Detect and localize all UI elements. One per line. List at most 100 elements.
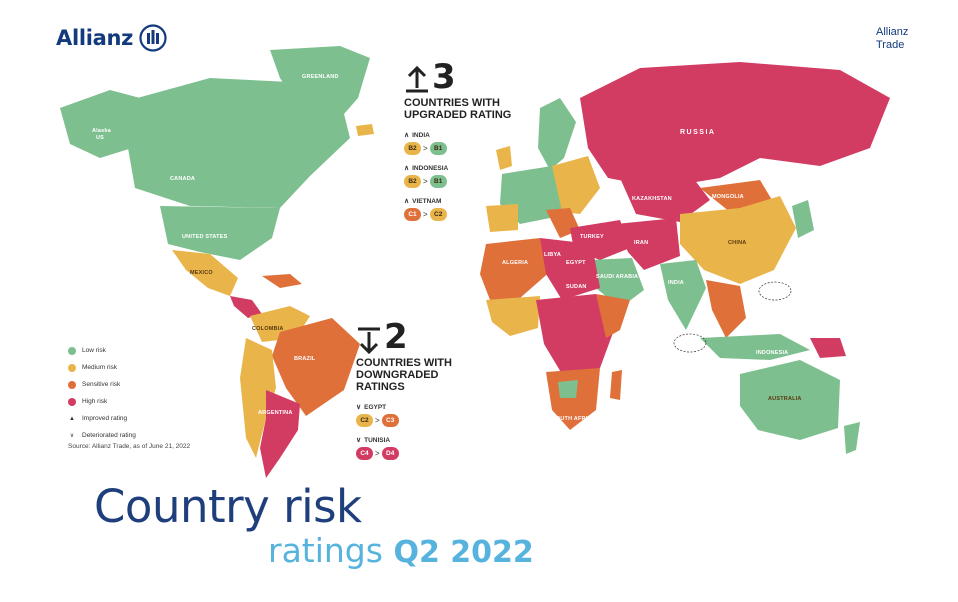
region-new-zealand xyxy=(844,422,860,454)
region-botswana xyxy=(558,380,578,398)
legend: Low risk Medium risk Sensitive risk High ri… xyxy=(68,342,136,444)
label-canada: CANADA xyxy=(170,176,195,182)
label-sudan: SUDAN xyxy=(566,284,587,290)
region-central-america xyxy=(230,296,262,318)
allianz-trade-label: Allianz Trade xyxy=(876,26,908,52)
rating-from-pill: C4 xyxy=(356,447,373,460)
region-argentina xyxy=(260,390,300,478)
rating-pair: C2 > C3 xyxy=(356,414,466,427)
world-risk-map: GREENLAND Alaska US CANADA UNITED STATES… xyxy=(60,46,890,478)
region-scandinavia xyxy=(538,98,576,170)
rating-arrow-icon: > xyxy=(375,449,380,458)
rating-from-pill: B2 xyxy=(404,142,421,155)
region-russia xyxy=(580,62,890,188)
improved-chevron-icon: ∧ xyxy=(404,165,410,172)
label-greenland: GREENLAND xyxy=(302,74,339,80)
rating-change-item: ∨ EGYPT C2 > C3 xyxy=(356,403,466,427)
improved-chevron-icon: ∧ xyxy=(404,132,410,139)
region-iberia xyxy=(486,204,518,232)
legend-swatch xyxy=(68,363,76,372)
country-name: INDIA xyxy=(412,131,430,139)
legend-label: High risk xyxy=(82,398,108,405)
highlight-singapore xyxy=(673,333,707,353)
upgrades-list: ∧ INDIA B2 > B1 ∧ INDONESIA B2 > B1 ∧ VIETNAM C1 > C2 xyxy=(404,131,514,221)
allianz-eagle-icon xyxy=(139,24,167,52)
rating-change-item: ∧ INDIA B2 > B1 xyxy=(404,131,514,155)
label-australia: AUSTRALIA xyxy=(768,396,802,402)
region-southeast-asia xyxy=(706,280,746,338)
downgrades-count: 2 xyxy=(384,317,408,357)
downgrades-panel: 2 COUNTRIES WITH DOWNGRADED RATINGS ∨ EGY… xyxy=(356,320,466,469)
legend-label: Medium risk xyxy=(82,364,118,371)
legend-swatch xyxy=(68,380,76,389)
region-kazakhstan xyxy=(620,174,710,222)
country-name: VIETNAM xyxy=(412,197,442,205)
rating-from-pill: C1 xyxy=(404,208,421,221)
rating-change-country: ∧ INDONESIA xyxy=(404,164,514,173)
improved-chevron-icon: ∧ xyxy=(404,198,410,205)
rating-from-pill: C2 xyxy=(356,414,373,427)
rating-arrow-icon: > xyxy=(375,416,380,425)
improved-chevron-icon: ▲ xyxy=(69,415,75,422)
downgrades-title: COUNTRIES WITH DOWNGRADED RATINGS xyxy=(356,357,452,393)
region-canada xyxy=(128,78,350,208)
region-north-africa-west xyxy=(480,238,552,300)
upgrades-panel: 3 COUNTRIES WITH UPGRADED RATING ∧ INDIA B… xyxy=(404,60,514,230)
logo-wordmark: Allianz xyxy=(56,26,134,50)
country-name: EGYPT xyxy=(364,403,387,411)
region-uk xyxy=(496,146,512,170)
legend-deteriorated: ∨ Deteriorated rating xyxy=(68,427,136,444)
subtitle-ratings: ratings xyxy=(268,531,394,570)
label-united-states: UNITED STATES xyxy=(182,234,228,240)
label-alaska-sub: US xyxy=(96,135,104,141)
legend-item: Low risk xyxy=(68,342,136,359)
label-libya: LIBYA xyxy=(544,252,561,258)
label-alaska: Alaska xyxy=(92,128,112,134)
rating-arrow-icon: > xyxy=(423,210,428,219)
label-iran: IRAN xyxy=(634,240,648,246)
legend-improved: ▲ Improved rating xyxy=(68,410,136,427)
region-west-africa xyxy=(486,296,540,336)
legend-deteriorated-label: Deteriorated rating xyxy=(82,432,136,439)
upgrades-title: COUNTRIES WITH UPGRADED RATING xyxy=(404,97,512,121)
region-andes xyxy=(240,338,276,458)
rating-to-pill: D4 xyxy=(381,447,399,460)
rating-change-country: ∨ TUNISIA xyxy=(356,436,466,445)
legend-swatch xyxy=(68,397,76,406)
region-madagascar xyxy=(610,370,622,400)
region-mexico xyxy=(172,250,238,296)
label-mexico: MEXICO xyxy=(190,270,213,276)
rating-to-pill: C2 xyxy=(429,208,447,221)
trade-line-1: Allianz xyxy=(876,26,909,38)
page-subtitle: ratings Q2 2022 xyxy=(268,532,534,572)
label-indonesia: INDONESIA xyxy=(756,350,788,356)
region-north-africa-east xyxy=(540,238,600,300)
rating-change-item: ∨ TUNISIA C4 > D4 xyxy=(356,436,466,460)
source-note: Source: Allianz Trade, as of June 21, 20… xyxy=(68,443,191,450)
label-china: CHINA xyxy=(728,240,746,246)
country-name: TUNISIA xyxy=(364,436,391,444)
rating-change-country: ∧ INDIA xyxy=(404,131,514,140)
rating-change-item: ∧ VIETNAM C1 > C2 xyxy=(404,197,514,221)
label-brazil: BRAZIL xyxy=(294,356,316,362)
deteriorated-chevron-icon: ∨ xyxy=(356,437,362,444)
downgrades-list: ∨ EGYPT C2 > C3 ∨ TUNISIA C4 > D4 xyxy=(356,403,466,460)
label-egypt: EGYPT xyxy=(566,260,586,266)
region-central-africa xyxy=(536,294,614,374)
region-india xyxy=(660,260,706,330)
label-south-africa: SOUTH AFRICA xyxy=(552,416,596,422)
legend-label: Sensitive risk xyxy=(82,381,121,388)
deteriorated-chevron-icon: ∨ xyxy=(69,433,75,439)
label-algeria: ALGERIA xyxy=(502,260,528,266)
page-title: Country risk xyxy=(94,480,362,533)
downgrade-arrow-icon xyxy=(358,327,380,354)
legend-item: High risk xyxy=(68,393,136,410)
label-saudi-arabia: SAUDI ARABIA xyxy=(596,274,638,280)
rating-from-pill: B2 xyxy=(404,175,421,188)
label-kazakhstan: KAZAKHSTAN xyxy=(632,196,672,202)
rating-change-country: ∧ VIETNAM xyxy=(404,197,514,206)
rating-arrow-icon: > xyxy=(423,177,428,186)
rating-to-pill: B1 xyxy=(429,175,447,188)
rating-pair: C1 > C2 xyxy=(404,208,514,221)
region-saudi-arabia xyxy=(590,258,644,308)
